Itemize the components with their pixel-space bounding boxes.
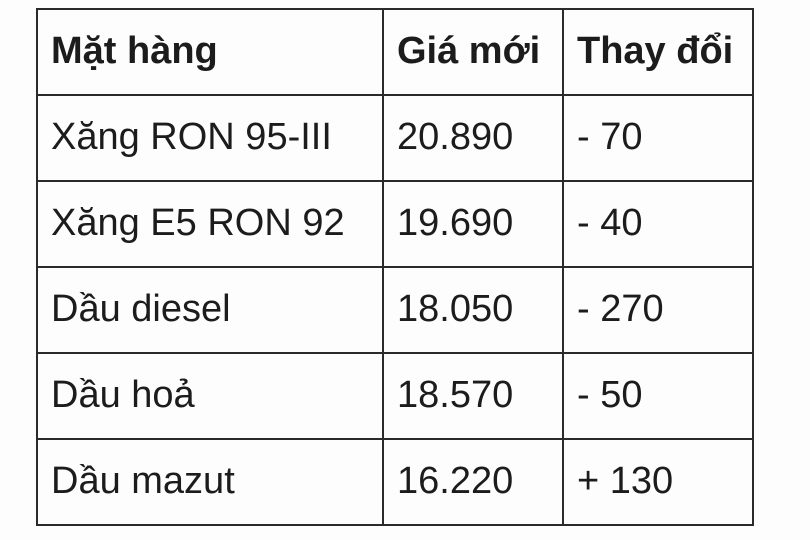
cell-price: 19.690 <box>382 180 564 268</box>
table-row: Dầu diesel 18.050 - 270 <box>36 266 754 354</box>
cell-price: 18.570 <box>382 352 564 440</box>
table-row: Dầu mazut 16.220 + 130 <box>36 438 754 526</box>
price-table: Mặt hàng Giá mới Thay đổi Xăng RON 95-II… <box>36 8 754 526</box>
cell-price: 18.050 <box>382 266 564 354</box>
cell-item: Xăng E5 RON 92 <box>36 180 384 268</box>
cell-change: - 50 <box>562 352 754 440</box>
column-header-change: Thay đổi <box>562 8 754 96</box>
cell-change: - 40 <box>562 180 754 268</box>
cell-item: Dầu mazut <box>36 438 384 526</box>
cell-price: 16.220 <box>382 438 564 526</box>
table-row: Dầu hoả 18.570 - 50 <box>36 352 754 440</box>
cell-price: 20.890 <box>382 94 564 182</box>
cell-change: - 270 <box>562 266 754 354</box>
cell-change: + 130 <box>562 438 754 526</box>
table-row: Xăng RON 95-III 20.890 - 70 <box>36 94 754 182</box>
header-row: Mặt hàng Giá mới Thay đổi <box>36 8 754 96</box>
cell-item: Dầu hoả <box>36 352 384 440</box>
table-row: Xăng E5 RON 92 19.690 - 40 <box>36 180 754 268</box>
column-header-item: Mặt hàng <box>36 8 384 96</box>
column-header-price: Giá mới <box>382 8 564 96</box>
cell-change: - 70 <box>562 94 754 182</box>
cell-item: Dầu diesel <box>36 266 384 354</box>
cell-item: Xăng RON 95-III <box>36 94 384 182</box>
